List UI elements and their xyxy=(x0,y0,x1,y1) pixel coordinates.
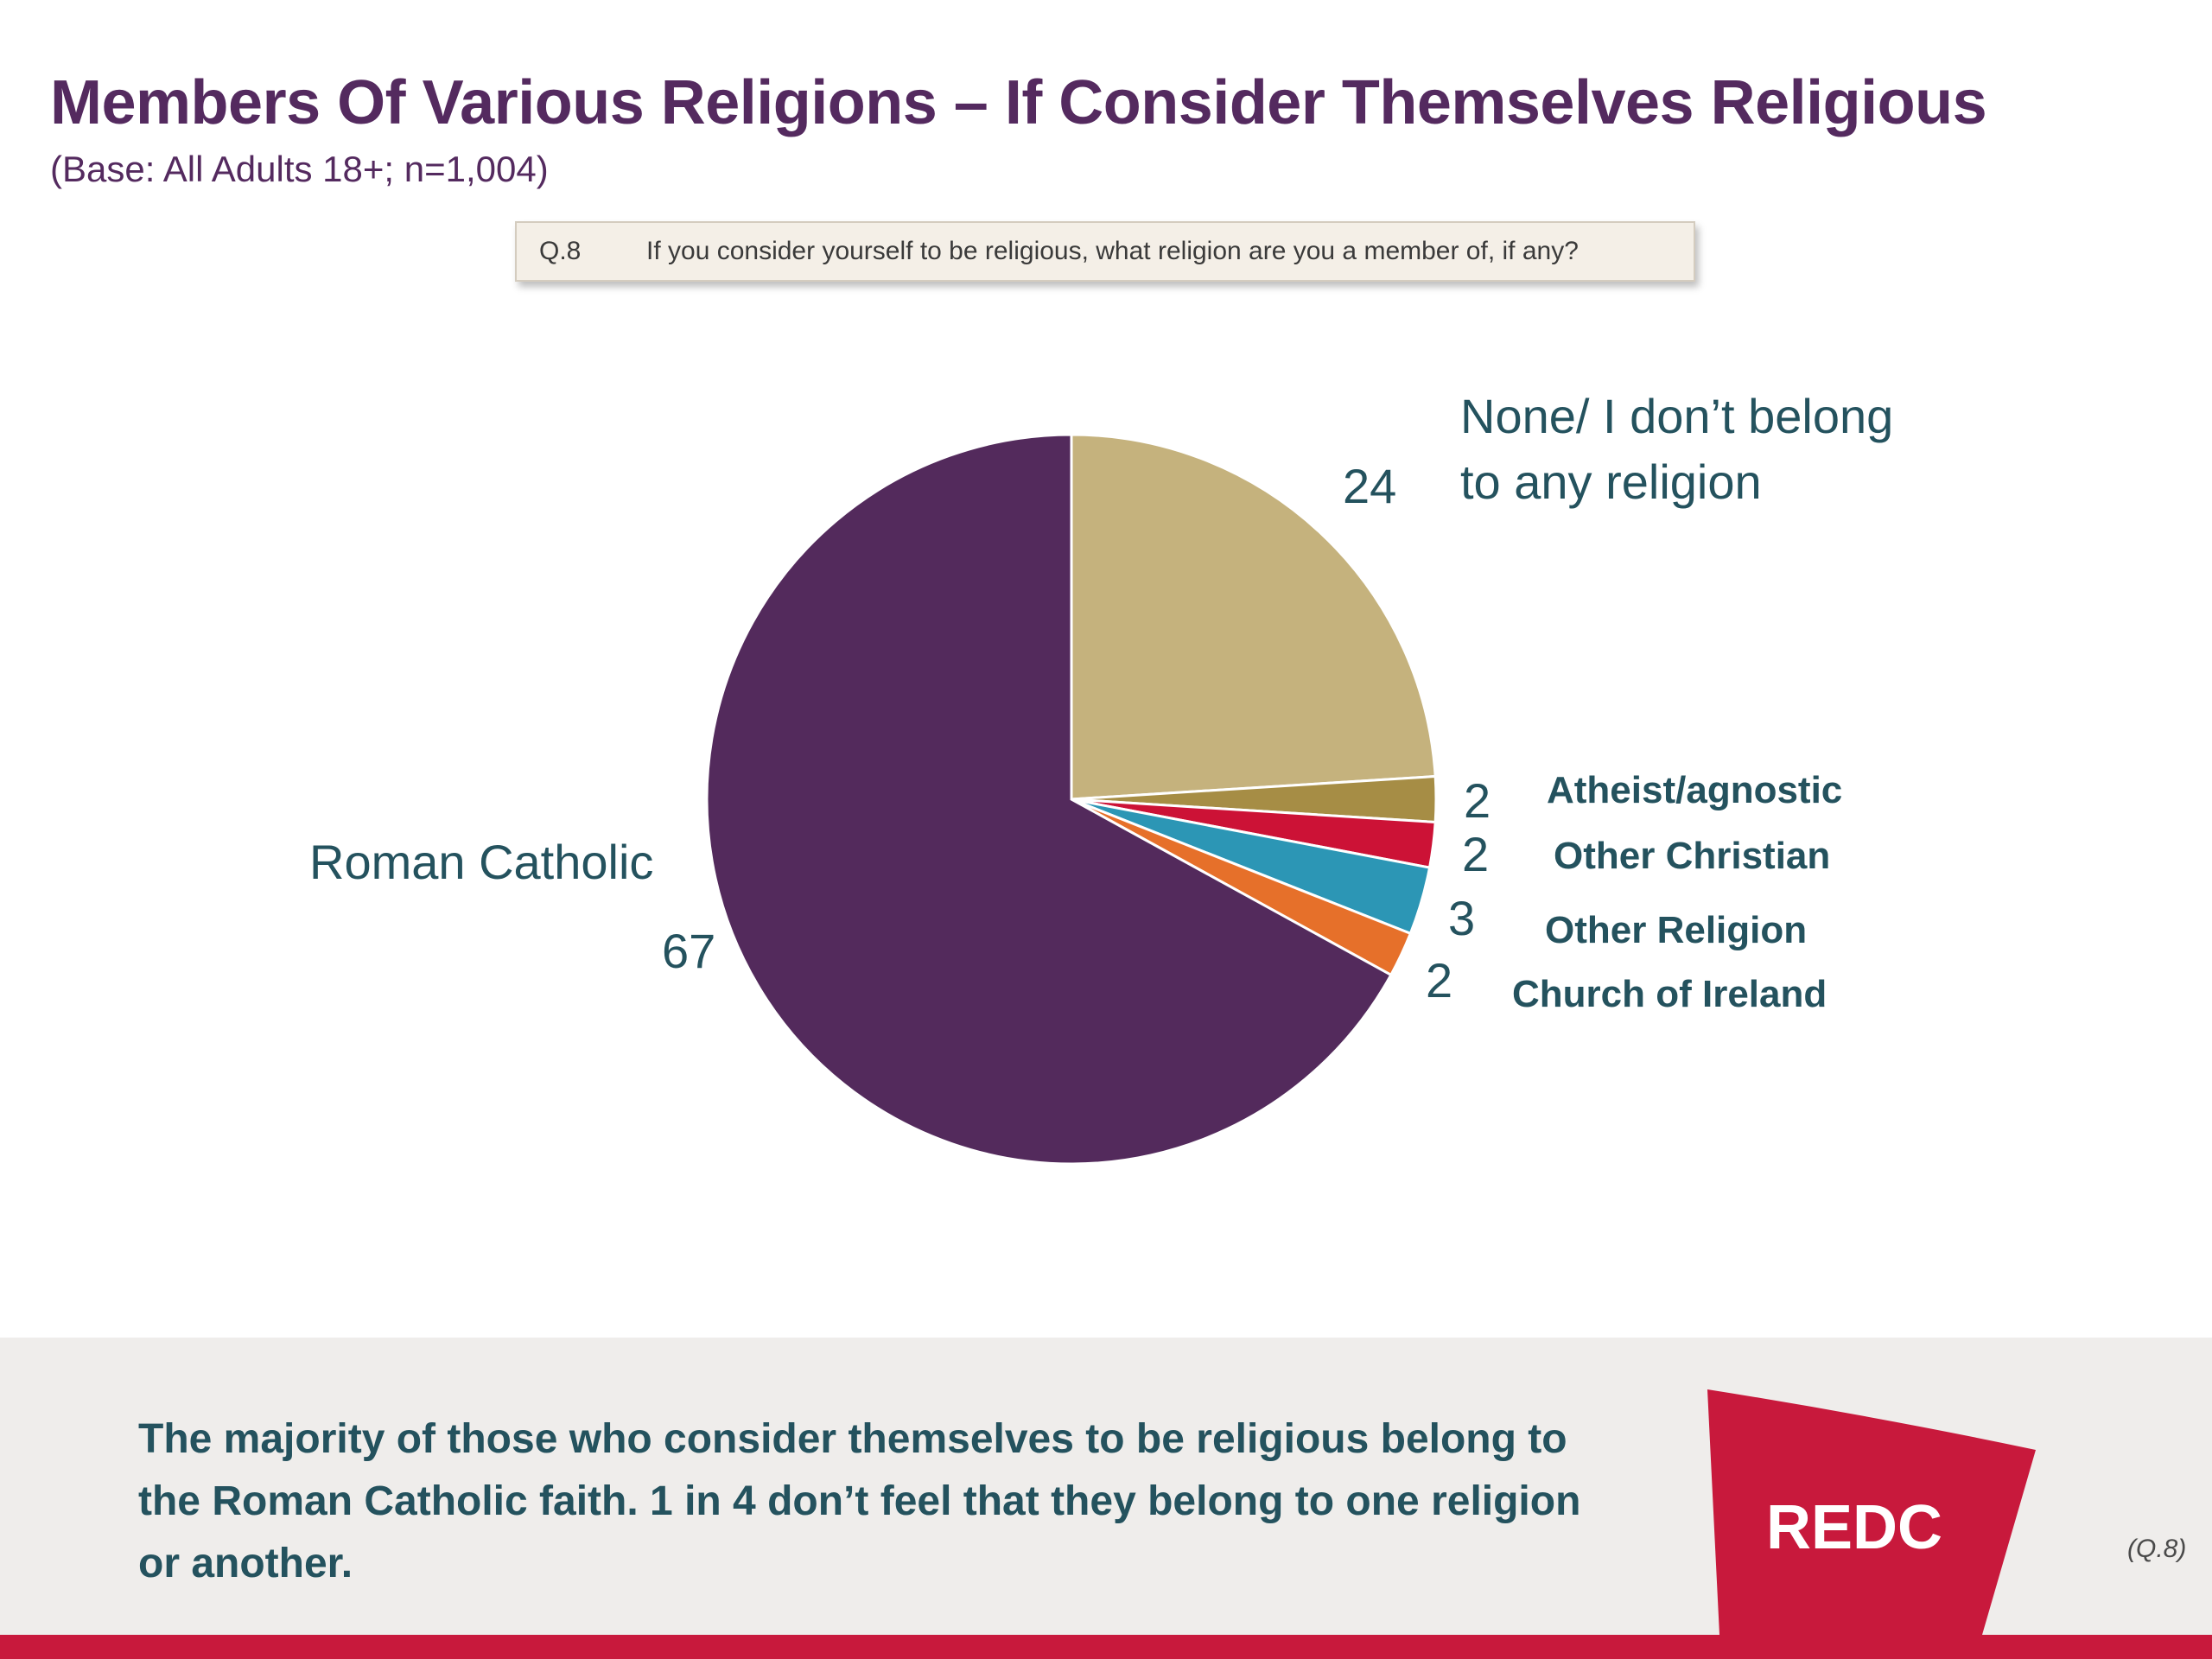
footer-stripe xyxy=(0,1635,2212,1659)
label-none-line2: to any religion xyxy=(1460,454,1762,509)
value-label-atheist: 2 xyxy=(1464,773,1491,828)
conclusion-text: The majority of those who consider thems… xyxy=(138,1416,1581,1586)
value-label-other-christian: 2 xyxy=(1462,827,1490,881)
label-other-religion: Other Religion xyxy=(1545,909,1808,951)
logo-text: REDC xyxy=(1766,1493,1942,1562)
label-none: None/ I don’t belong to any religion xyxy=(1460,384,1893,515)
pie-chart: None/ I don’t belong to any religion 24 … xyxy=(0,311,2212,1305)
pie-slice-none xyxy=(1070,433,1437,801)
label-church-of-ireland: Church of Ireland xyxy=(1512,973,1827,1015)
label-atheist: Atheist/agnostic xyxy=(1547,769,1843,811)
question-box: Q.8 If you consider yourself to be relig… xyxy=(515,221,1695,282)
page-subtitle: (Base: All Adults 18+; n=1,004) xyxy=(50,149,549,189)
page-title: Members Of Various Religions – If Consid… xyxy=(50,68,1987,137)
value-label-other-religion: 3 xyxy=(1448,891,1476,945)
redc-logo: REDC xyxy=(1707,1389,2036,1635)
value-label-church-of-ireland: 2 xyxy=(1426,953,1453,1007)
label-roman-catholic: Roman Catholic xyxy=(309,835,654,889)
value-label-none: 24 xyxy=(1343,459,1397,513)
value-label-roman-catholic: 67 xyxy=(662,924,716,978)
label-other-christian: Other Christian xyxy=(1554,835,1831,877)
pie-chart-svg xyxy=(705,433,1438,1166)
question-text: If you consider yourself to be religious… xyxy=(646,237,1579,265)
pie-slice-roman-catholic xyxy=(705,433,1393,1166)
label-none-line1: None/ I don’t belong xyxy=(1460,389,1894,443)
reference-note: (Q.8) xyxy=(2127,1535,2187,1563)
question-number: Q.8 xyxy=(539,237,582,265)
